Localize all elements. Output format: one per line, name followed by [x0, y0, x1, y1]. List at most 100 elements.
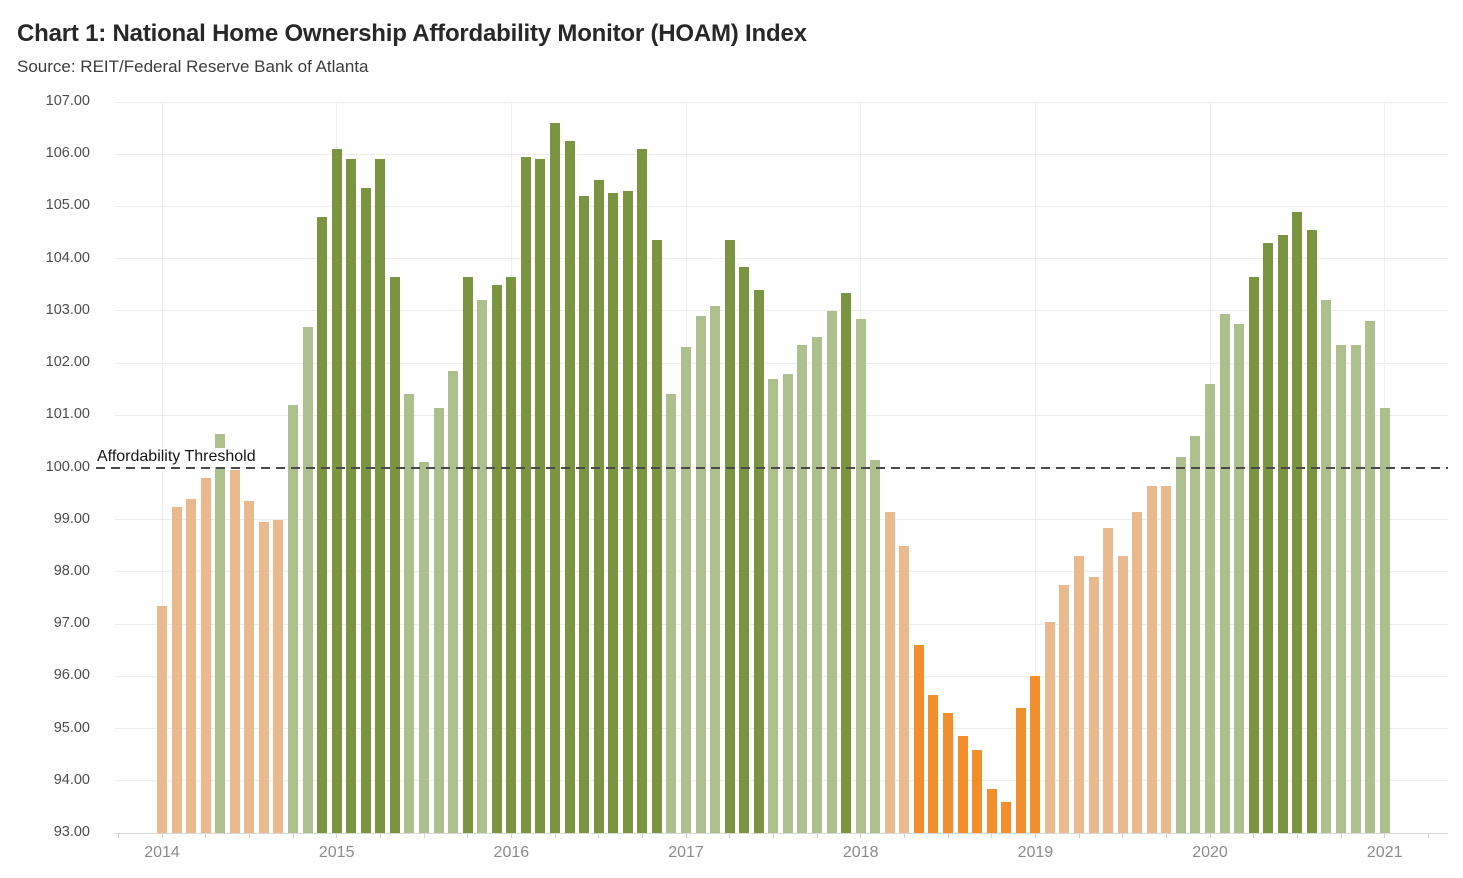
- bar-2014-10[interactable]: [288, 404, 298, 833]
- bar-2018-11[interactable]: [1001, 801, 1012, 833]
- bar-2018-09[interactable]: [972, 749, 983, 833]
- bar-2015-05[interactable]: [389, 276, 400, 833]
- bar-2019-09[interactable]: [1146, 485, 1157, 833]
- bar-2018-10[interactable]: [986, 788, 997, 833]
- bar-2014-04[interactable]: [200, 477, 211, 833]
- bar-2017-09[interactable]: [797, 344, 808, 833]
- bar-2016-01[interactable]: [506, 276, 517, 833]
- bar-2017-07[interactable]: [768, 378, 779, 833]
- bar-2015-09[interactable]: [448, 370, 459, 833]
- bar-2021-01[interactable]: [1379, 407, 1390, 833]
- bar-2017-02[interactable]: [695, 316, 706, 833]
- y-axis-tick-label: 96.00: [53, 667, 90, 684]
- bar-2020-12[interactable]: [1365, 321, 1376, 833]
- bar-2019-08[interactable]: [1132, 511, 1143, 833]
- bar-2016-03[interactable]: [535, 159, 546, 833]
- bar-2020-11[interactable]: [1350, 344, 1361, 833]
- bar-2019-05[interactable]: [1088, 577, 1099, 833]
- bar-2016-04[interactable]: [550, 122, 560, 833]
- bar-2014-03[interactable]: [186, 498, 197, 833]
- bar-2015-11[interactable]: [477, 300, 488, 833]
- bar-2018-12[interactable]: [1015, 707, 1026, 833]
- bar-2018-03[interactable]: [884, 511, 895, 833]
- bar-2015-03[interactable]: [360, 188, 371, 833]
- bar-2020-05[interactable]: [1263, 243, 1274, 833]
- bar-2020-03[interactable]: [1234, 323, 1245, 833]
- bar-2014-11[interactable]: [302, 326, 313, 833]
- bar-2015-04[interactable]: [375, 159, 386, 833]
- x-axis-tick: [554, 834, 556, 838]
- bar-2020-07[interactable]: [1292, 211, 1303, 833]
- bar-2016-11[interactable]: [651, 240, 662, 833]
- bar-2019-01[interactable]: [1030, 676, 1041, 833]
- bar-2017-12[interactable]: [841, 292, 852, 833]
- x-axis-line: [114, 833, 1448, 834]
- bar-2015-02[interactable]: [346, 159, 357, 833]
- bar-2017-11[interactable]: [826, 310, 837, 833]
- bar-2020-08[interactable]: [1306, 229, 1317, 833]
- bar-2020-01[interactable]: [1205, 384, 1216, 833]
- x-axis-tick: [467, 834, 469, 838]
- bar-2020-04[interactable]: [1248, 276, 1259, 833]
- bar-2015-06[interactable]: [404, 394, 415, 833]
- bar-2016-07[interactable]: [593, 180, 604, 833]
- y-axis-tick-label: 98.00: [53, 562, 90, 579]
- bar-2018-07[interactable]: [943, 712, 954, 833]
- gridline-horizontal: [115, 728, 1448, 730]
- bar-2016-10[interactable]: [637, 149, 648, 833]
- bar-2020-02[interactable]: [1219, 313, 1230, 833]
- bar-2017-05[interactable]: [739, 266, 750, 833]
- bar-2014-08[interactable]: [258, 522, 269, 833]
- bar-2014-12[interactable]: [317, 216, 328, 833]
- bar-2020-06[interactable]: [1277, 235, 1288, 833]
- y-axis-tick-label: 102.00: [45, 354, 90, 371]
- bar-2018-02[interactable]: [870, 459, 881, 833]
- bar-2018-08[interactable]: [957, 736, 968, 833]
- bar-2020-09[interactable]: [1321, 300, 1332, 833]
- bar-2014-09[interactable]: [273, 519, 284, 833]
- bar-2016-05[interactable]: [564, 141, 575, 833]
- bar-2014-02[interactable]: [171, 506, 182, 833]
- bar-2019-07[interactable]: [1117, 556, 1128, 833]
- gridline-horizontal: [115, 258, 1448, 260]
- bar-2019-11[interactable]: [1175, 457, 1186, 833]
- bar-2018-06[interactable]: [928, 694, 939, 833]
- x-axis-tick: [991, 834, 993, 838]
- bar-2016-09[interactable]: [622, 190, 633, 833]
- bar-2016-02[interactable]: [520, 156, 531, 833]
- bar-2017-10[interactable]: [812, 337, 823, 833]
- bar-2016-08[interactable]: [608, 193, 619, 833]
- bar-2020-10[interactable]: [1336, 344, 1347, 833]
- x-axis-tick: [641, 834, 643, 838]
- bar-2015-01[interactable]: [331, 149, 342, 833]
- bar-2018-01[interactable]: [855, 318, 866, 833]
- bar-2015-12[interactable]: [491, 284, 502, 833]
- bar-2018-04[interactable]: [899, 545, 910, 833]
- bar-2015-07[interactable]: [419, 462, 429, 833]
- bar-2014-07[interactable]: [244, 501, 255, 833]
- bar-2014-06[interactable]: [229, 470, 240, 833]
- bar-2019-10[interactable]: [1161, 485, 1172, 833]
- x-axis-tick: [510, 834, 512, 838]
- bar-2019-12[interactable]: [1190, 436, 1201, 833]
- bar-2017-04[interactable]: [724, 240, 735, 833]
- bar-2018-05[interactable]: [913, 645, 924, 833]
- y-axis-tick-label: 93.00: [53, 824, 90, 840]
- bar-2016-06[interactable]: [579, 196, 590, 833]
- bar-2017-06[interactable]: [753, 290, 764, 833]
- x-axis-tick: [1078, 834, 1080, 838]
- bar-2019-03[interactable]: [1059, 585, 1070, 833]
- bar-2017-01[interactable]: [681, 347, 692, 833]
- bar-2014-01[interactable]: [157, 605, 167, 833]
- bar-2019-06[interactable]: [1103, 527, 1114, 833]
- bar-2019-02[interactable]: [1044, 621, 1055, 833]
- x-axis-tick: [1209, 834, 1211, 838]
- bar-2017-03[interactable]: [710, 305, 721, 833]
- bar-2017-08[interactable]: [782, 373, 793, 833]
- bar-2015-08[interactable]: [433, 407, 444, 833]
- bar-2015-10[interactable]: [462, 276, 473, 833]
- bar-2016-12[interactable]: [666, 394, 677, 833]
- bar-2014-05[interactable]: [215, 433, 226, 833]
- bar-2019-04[interactable]: [1074, 556, 1085, 833]
- x-axis-tick: [1296, 834, 1298, 838]
